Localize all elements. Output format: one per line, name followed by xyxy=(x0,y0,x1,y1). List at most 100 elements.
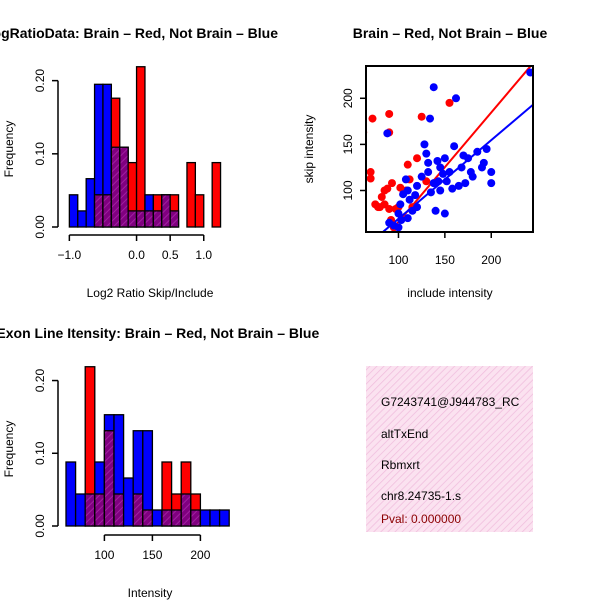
point-not-brain xyxy=(487,168,496,177)
point-not-brain xyxy=(429,83,438,92)
y-tick-label: 0.10 xyxy=(33,441,47,465)
bar-overlap xyxy=(161,509,173,527)
info-line-probe-id: G7243741@J944783_RC xyxy=(381,395,520,409)
point-not-brain xyxy=(401,175,410,184)
bar-overlap xyxy=(127,210,138,228)
y-axis-label: Frequency xyxy=(2,421,16,478)
y-tick-label: 0.10 xyxy=(33,142,47,166)
bar-not-brain xyxy=(151,509,163,527)
bar-overlap xyxy=(94,493,106,527)
x-axis: 100 150 200 xyxy=(388,232,502,267)
point-not-brain xyxy=(454,181,463,190)
chart-title: Sum Of Exon Line Itensity: Brain – Red, … xyxy=(0,325,319,341)
bar-overlap xyxy=(152,210,163,228)
x-tick-label: 200 xyxy=(481,253,501,267)
point-not-brain xyxy=(448,184,457,193)
point-brain xyxy=(413,154,422,163)
bars xyxy=(68,66,222,228)
x-tick-label: 100 xyxy=(94,548,114,562)
point-not-brain xyxy=(440,209,449,218)
point-brain xyxy=(387,179,396,188)
point-not-brain xyxy=(405,195,414,204)
point-not-brain xyxy=(394,223,403,232)
x-tick-label: 150 xyxy=(435,253,455,267)
point-not-brain xyxy=(426,114,435,123)
bar-overlap xyxy=(103,430,115,527)
info-line-event-type: altTxEnd xyxy=(381,427,428,441)
point-not-brain xyxy=(397,216,406,225)
bar-overlap xyxy=(119,146,129,228)
bar-not-brain xyxy=(122,477,134,527)
point-not-brain xyxy=(420,140,429,149)
point-not-brain xyxy=(403,214,412,223)
point-not-brain xyxy=(457,163,466,172)
bar-not-brain xyxy=(74,493,86,527)
point-brain xyxy=(445,98,454,107)
point-brain xyxy=(366,174,375,183)
point-not-brain xyxy=(440,154,449,163)
point-not-brain xyxy=(445,168,454,177)
point-not-brain xyxy=(383,129,392,138)
bars xyxy=(65,366,230,527)
bar-overlap xyxy=(113,493,125,527)
point-not-brain xyxy=(439,169,448,178)
x-axis: 100 150 200 xyxy=(94,534,211,562)
point-not-brain xyxy=(482,145,491,153)
point-brain xyxy=(368,114,377,123)
bar-not-brain xyxy=(218,509,230,527)
bar-overlap xyxy=(170,509,182,527)
point-not-brain xyxy=(526,68,533,77)
point-brain xyxy=(377,192,386,201)
y-axis: 0.00 0.10 0.20 xyxy=(33,69,59,239)
bar-not-brain xyxy=(209,509,221,527)
log-ratio-histogram: LogRatioData: Brain – Red, Not Brain – B… xyxy=(0,25,278,300)
fit-line-brain xyxy=(393,66,532,229)
point-brain xyxy=(383,184,392,193)
point-not-brain xyxy=(464,154,473,163)
y-tick-label: 0.20 xyxy=(33,69,47,93)
point-not-brain xyxy=(424,168,433,177)
fit-line-not-brain xyxy=(381,103,533,232)
point-not-brain xyxy=(394,209,403,218)
point-not-brain xyxy=(436,163,445,172)
y-axis: 0.00 0.10 0.20 xyxy=(33,369,59,538)
point-not-brain xyxy=(451,94,460,103)
point-not-brain xyxy=(473,147,482,156)
point-brain xyxy=(385,204,394,213)
bar-brain xyxy=(186,161,197,228)
bar-overlap xyxy=(180,493,192,527)
point-not-brain xyxy=(426,188,435,197)
fit-lines xyxy=(381,66,533,232)
point-not-brain xyxy=(487,179,496,188)
y-tick-label: 200 xyxy=(341,88,355,108)
y-tick-label: 150 xyxy=(341,134,355,154)
y-axis-label: Frequency xyxy=(2,121,16,178)
chart-title: LogRatioData: Brain – Red, Not Brain – B… xyxy=(0,25,278,41)
chart-title: Brain – Red, Not Brain – Blue xyxy=(353,25,548,41)
point-not-brain xyxy=(434,177,443,186)
point-not-brain xyxy=(403,186,412,195)
info-background xyxy=(366,366,533,532)
point-not-brain xyxy=(468,172,477,181)
point-not-brain xyxy=(450,142,459,151)
point-brain xyxy=(403,160,412,169)
point-not-brain xyxy=(479,158,488,167)
info-line-location: chr8.24735-1.s xyxy=(381,489,461,503)
point-not-brain xyxy=(436,186,445,195)
x-tick-label: 200 xyxy=(190,548,210,562)
intensity-scatter: Brain – Red, Not Brain – Blue 100 150 200 … xyxy=(302,25,547,300)
bar-overlap xyxy=(144,210,155,228)
info-line-gene: Rbmxrt xyxy=(381,458,420,472)
point-not-brain xyxy=(433,156,442,165)
bar-not-brain xyxy=(199,509,211,527)
bar-overlap xyxy=(132,493,144,527)
info-pval: Pval: 0.000000 xyxy=(381,512,461,526)
y-tick-label: 0.00 xyxy=(33,215,47,239)
bar-not-brain xyxy=(85,178,96,228)
x-axis-label: include intensity xyxy=(407,286,492,300)
point-not-brain xyxy=(422,149,431,158)
point-not-brain xyxy=(417,172,426,181)
point-not-brain xyxy=(413,203,422,212)
y-axis-label: skip intensity xyxy=(302,115,316,184)
